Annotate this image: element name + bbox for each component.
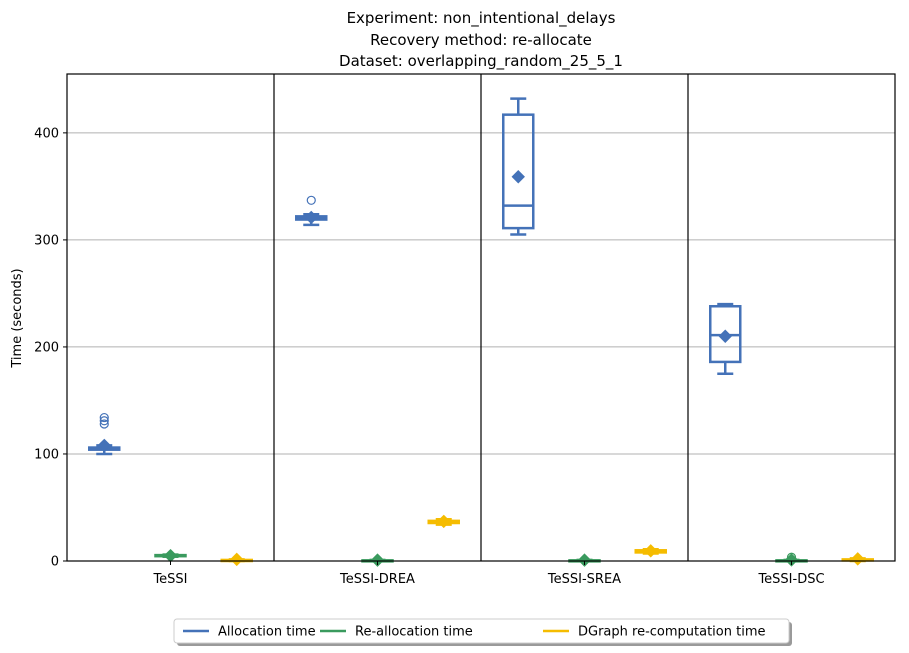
legend-label-0: Allocation time [218,625,316,640]
legend-box [173,618,790,644]
box-3-0 [709,302,742,375]
mean-marker [851,552,865,566]
mean-marker [163,548,178,563]
title-line-2: Recovery method: re-allocate [370,31,592,49]
mean-marker [718,329,732,343]
box-1-2 [427,514,460,529]
box-0-2 [220,552,253,567]
flier-0 [99,419,109,429]
x-tick-label-2: TeSSI-SREA [547,572,621,587]
y-tick-label-3: 300 [34,233,59,248]
y-tick-label-1: 100 [34,447,59,462]
mean-marker [577,553,592,567]
mean-marker [97,438,111,453]
box-0-1 [154,548,187,563]
y-axis-label: Time (seconds) [10,268,25,368]
mean-marker [370,553,385,567]
y-tick-label-2: 200 [34,340,59,355]
box-3-2 [841,552,874,566]
legend-label-1: Re-allocation time [355,625,473,640]
box-body [502,113,535,230]
x-tick-label-3: TeSSI-DSC [757,572,824,587]
x-axis-ticks: TeSSI TeSSI-DREA TeSSI-SREA TeSSI-DSC [152,561,825,587]
box-2-2 [634,544,667,558]
chart-title: Experiment: non_intentional_delays Recov… [339,9,623,71]
box-0-0 [88,412,121,456]
flier-0 [306,195,316,205]
title-line-1: Experiment: non_intentional_delays [347,9,616,28]
x-tick-label-0: TeSSI [152,572,187,587]
y-tick-label-0: 0 [51,555,59,570]
mean-marker [511,170,525,184]
mean-marker [644,544,658,558]
flier-1 [99,416,109,426]
mean-marker [304,210,318,225]
plot-frame [66,73,896,562]
legend-label-2: DGraph re-computation time [578,625,766,640]
mean-marker [437,514,451,529]
x-tick-label-1: TeSSI-DREA [339,572,415,587]
title-line-3: Dataset: overlapping_random_25_5_1 [339,52,623,71]
y-tick-label-4: 400 [34,126,59,141]
box-1-0 [295,195,328,227]
legend: Allocation time Re-allocation time DGraph … [173,618,792,646]
flier-2 [99,412,109,423]
box-2-0 [502,97,535,236]
mean-marker [230,552,244,567]
y-axis-ticks: 0 100 200 300 400 [34,126,67,570]
